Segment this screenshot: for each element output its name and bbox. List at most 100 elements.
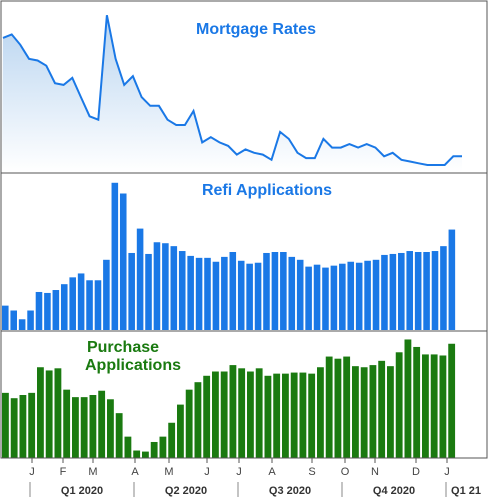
purchase-bar	[273, 373, 281, 458]
month-label: M	[164, 466, 173, 478]
refi-bar	[69, 277, 76, 330]
purchase-bar	[395, 352, 403, 458]
month-label: J	[204, 466, 210, 478]
refi-bar	[18, 319, 26, 330]
refi-bar	[212, 261, 220, 330]
purchase-bar	[334, 358, 342, 458]
purchase-bar	[19, 395, 27, 458]
refi-bar	[178, 251, 186, 330]
purchase-bar	[299, 372, 307, 458]
refi-bar	[136, 228, 144, 330]
refi-bar	[153, 242, 161, 330]
refi-bar	[119, 193, 127, 330]
quarter-label: Q3 2020	[269, 485, 311, 497]
refi-bar	[145, 253, 152, 330]
refi-bar	[221, 256, 228, 331]
refi-bar	[60, 284, 68, 331]
refi-bar	[10, 310, 17, 330]
refi-bar	[364, 260, 371, 330]
refi-bar	[322, 267, 329, 330]
rates-area-fill	[2, 15, 462, 173]
refi-bar	[229, 252, 237, 330]
month-label: A	[268, 466, 276, 478]
refi-bar	[339, 263, 346, 330]
purchase-bar	[80, 397, 88, 458]
purchase-bar	[142, 451, 149, 458]
refi-bar	[423, 252, 430, 330]
purchase-bar	[2, 392, 9, 458]
purchase-bar	[72, 397, 79, 458]
refi-bar	[195, 257, 203, 330]
purchase-bar	[387, 366, 394, 458]
quarter-label: Q1 2020	[61, 485, 103, 497]
refi-bar	[448, 229, 456, 330]
refi-bar	[94, 280, 102, 330]
refi-bar	[330, 265, 338, 330]
refi-bar	[2, 305, 9, 331]
purchase-bar	[343, 356, 351, 458]
purchase-bar	[369, 365, 377, 458]
refi-bar	[398, 252, 405, 330]
refi-bar	[263, 252, 270, 330]
refi-bar	[288, 256, 296, 331]
refi-bar	[187, 255, 194, 330]
month-label: A	[131, 466, 139, 478]
refi-bar	[237, 260, 245, 330]
refi-bar	[414, 252, 422, 330]
month-label: O	[341, 466, 350, 478]
refi-bar	[271, 252, 279, 330]
refi-bar	[372, 259, 380, 330]
quarter-label: Q1 21	[451, 485, 481, 497]
purchase-bar	[220, 371, 228, 458]
purchase-bar	[45, 370, 53, 458]
purchase-bar	[317, 367, 324, 458]
purchase-bar	[378, 360, 386, 458]
purchase-bar	[430, 354, 438, 458]
purchase-bar	[352, 366, 359, 458]
rates-panel: Mortgage Rates	[2, 15, 462, 173]
month-label: N	[371, 466, 379, 478]
purchase-bar	[115, 413, 123, 458]
refi-bar	[389, 253, 397, 330]
purchase-bar	[159, 436, 167, 458]
refi-bar	[305, 266, 312, 331]
purchase-panel	[2, 339, 456, 458]
purchase-bar	[422, 354, 429, 458]
purchase-bar	[107, 399, 114, 458]
refi-bar	[204, 257, 211, 330]
refi-bar	[128, 252, 135, 330]
purchase-bar	[212, 371, 219, 458]
rates-line	[2, 15, 462, 166]
quarter-label: Q4 2020	[373, 485, 415, 497]
month-label: D	[412, 466, 420, 478]
refi-bar	[86, 280, 93, 330]
refi-bar	[170, 246, 178, 330]
purchase-bar	[177, 404, 184, 458]
purchase-bar	[168, 422, 176, 458]
refi-bar	[44, 292, 51, 330]
refi-bar	[355, 262, 363, 331]
purchase-bar	[185, 389, 193, 458]
refi-bar	[254, 262, 262, 331]
purchase-bar	[194, 382, 202, 458]
month-label: J	[29, 466, 35, 478]
refi-bar	[52, 290, 60, 330]
purchase-bar	[28, 392, 36, 458]
purchase-bar	[10, 398, 18, 458]
refi-title: Refi Applications	[202, 182, 332, 199]
refi-bar	[77, 273, 85, 330]
chart-border	[0, 0, 488, 459]
month-label: J	[444, 466, 450, 478]
purchase-bar	[255, 368, 263, 458]
purchase-bar	[308, 373, 316, 458]
purchase-bar	[63, 389, 71, 458]
purchase-bar	[247, 371, 254, 458]
month-label: S	[308, 466, 315, 478]
purchase-bar	[203, 375, 211, 458]
purchase-bar	[54, 368, 62, 458]
purchase-title-line2: Applications	[85, 357, 181, 374]
chart-frame	[0, 0, 488, 459]
refi-bar	[313, 264, 321, 331]
refi-bar	[347, 261, 355, 330]
refi-bar	[162, 243, 169, 330]
